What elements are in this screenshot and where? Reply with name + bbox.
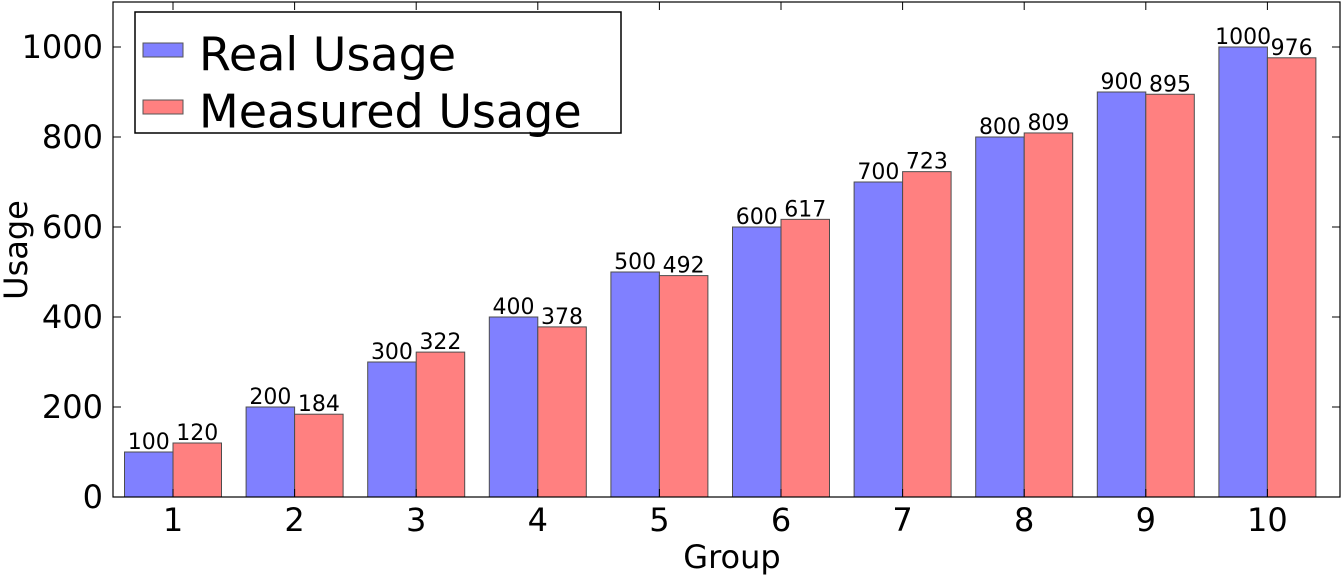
x-tick-label-7: 7 xyxy=(892,501,912,539)
bar-measured-group-5 xyxy=(658,275,709,498)
bar-measured-group-2 xyxy=(294,413,344,498)
legend-label-measured-usage: Measured Usage xyxy=(199,85,582,139)
data-label-real-group-6: 600 xyxy=(736,205,778,230)
data-label-real-group-2: 200 xyxy=(249,385,291,410)
data-label-real-group-8: 800 xyxy=(979,115,1021,140)
data-label-real-group-1: 100 xyxy=(128,430,170,455)
y-tick-label-400: 400 xyxy=(42,298,103,336)
data-label-measured-group-1: 120 xyxy=(176,421,218,446)
data-label-real-group-5: 500 xyxy=(614,250,656,275)
y-tick-label-800: 800 xyxy=(42,118,103,156)
data-label-measured-group-2: 184 xyxy=(298,392,340,417)
data-label-real-group-4: 400 xyxy=(493,295,535,320)
x-tick-label-2: 2 xyxy=(284,501,304,539)
data-label-measured-group-8: 809 xyxy=(1027,111,1069,136)
plot-frame xyxy=(112,1,1341,498)
data-label-real-group-3: 300 xyxy=(371,340,413,365)
bar-measured-group-3 xyxy=(415,351,466,498)
bar-real-group-1 xyxy=(124,451,174,498)
x-tick-label-3: 3 xyxy=(406,501,426,539)
data-label-measured-group-10: 976 xyxy=(1271,36,1313,61)
x-tick-label-9: 9 xyxy=(1136,501,1156,539)
legend-frame xyxy=(134,11,622,134)
data-label-measured-group-9: 895 xyxy=(1149,72,1191,97)
data-label-measured-group-4: 378 xyxy=(541,305,583,330)
legend-swatch-measured-usage xyxy=(142,99,184,115)
bar-real-group-10 xyxy=(1218,46,1268,498)
legend-swatch-real-usage xyxy=(142,42,184,58)
x-axis-title: Group xyxy=(683,538,780,576)
data-label-measured-group-7: 723 xyxy=(906,150,948,175)
bar-real-group-3 xyxy=(367,361,417,498)
bar-real-group-6 xyxy=(732,226,782,498)
x-tick-label-10: 10 xyxy=(1247,501,1288,539)
data-labels-layer: 100 120 200 184 300 322 400 378 500 492 600 617 700 7… xyxy=(128,25,1313,455)
x-tick-label-6: 6 xyxy=(771,501,791,539)
x-tick-label-4: 4 xyxy=(528,501,548,539)
y-tick-label-600: 600 xyxy=(42,208,103,246)
y-tick-label-200: 200 xyxy=(42,388,103,426)
data-label-real-group-9: 900 xyxy=(1101,70,1143,95)
bar-measured-group-7 xyxy=(902,171,952,498)
y-tick-label-0: 0 xyxy=(83,478,103,516)
x-tick-label-8: 8 xyxy=(1014,501,1034,539)
legend: Real Usage Measured Usage xyxy=(134,11,622,139)
bar-real-group-7 xyxy=(853,181,904,498)
bar-measured-group-6 xyxy=(780,218,830,498)
x-tick-label-1: 1 xyxy=(163,501,183,539)
bar-real-group-2 xyxy=(245,406,296,498)
bars-layer xyxy=(124,46,1317,498)
bar-real-group-8 xyxy=(975,136,1025,498)
bar-real-group-5 xyxy=(610,271,660,498)
data-label-real-group-7: 700 xyxy=(857,160,899,185)
legend-label-real-usage: Real Usage xyxy=(199,28,456,82)
data-label-measured-group-6: 617 xyxy=(784,197,826,222)
bar-measured-group-10 xyxy=(1266,57,1317,498)
data-label-real-group-10: 1000 xyxy=(1215,25,1271,50)
data-label-measured-group-5: 492 xyxy=(663,254,705,279)
bar-measured-group-9 xyxy=(1145,93,1195,498)
bar-measured-group-8 xyxy=(1023,132,1074,498)
bar-measured-group-4 xyxy=(537,326,587,498)
bar-real-group-4 xyxy=(488,316,539,498)
data-label-measured-group-3: 322 xyxy=(419,330,461,355)
x-tick-label-5: 5 xyxy=(649,501,669,539)
bar-measured-group-1 xyxy=(172,442,222,498)
y-axis-title: Usage xyxy=(0,200,35,300)
bar-real-group-9 xyxy=(1096,91,1147,498)
y-tick-label-1000: 1000 xyxy=(22,28,103,66)
